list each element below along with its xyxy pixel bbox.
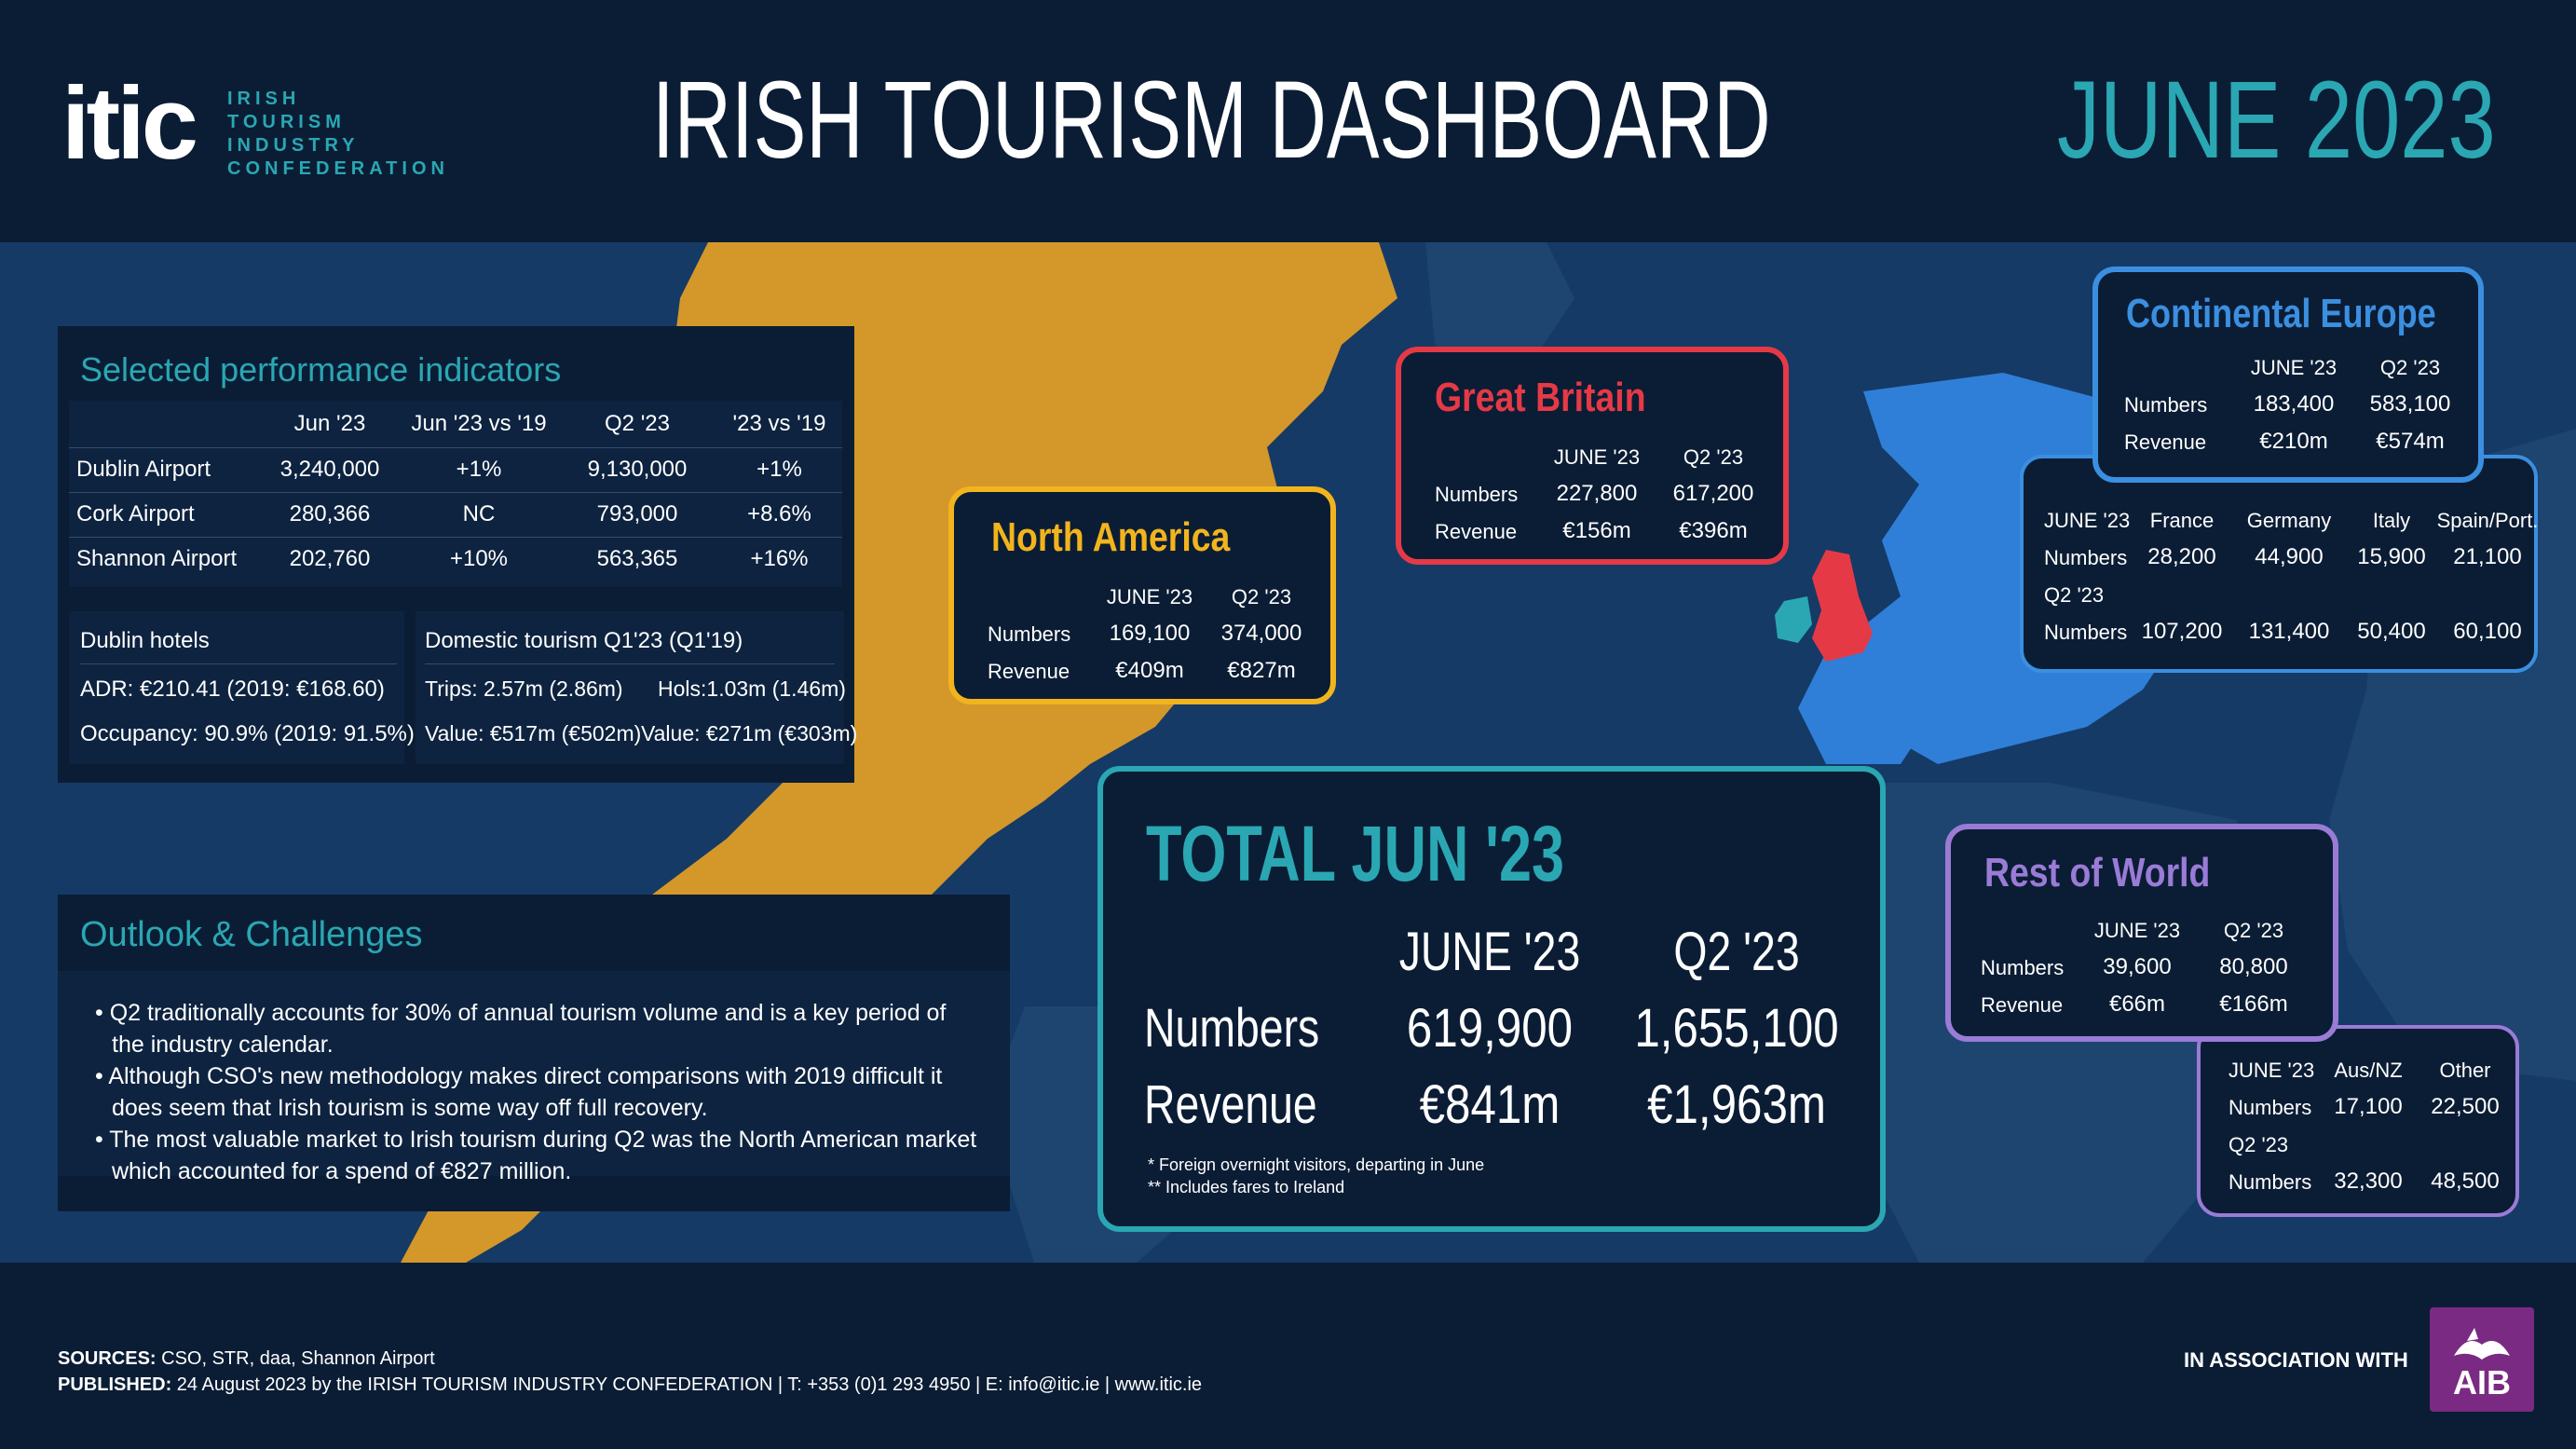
domestic-value-trips: Value: €517m (€502m): [425, 721, 642, 745]
total-col-q2: Q2 '23: [1673, 922, 1800, 982]
indicators-table: Jun '23 Jun '23 vs '19 Q2 '23 '23 vs '19…: [69, 401, 842, 581]
outlook-panel: Outlook & Challenges • Q2 traditionally …: [58, 895, 1010, 1211]
rest-of-world-breakdown: JUNE '23 Aus/NZ Other Numbers 17,100 22,…: [2197, 1025, 2519, 1217]
dublin-hotels-panel: Dublin hotels ADR: €210.41 (2019: €168.6…: [69, 611, 415, 764]
period-title: JUNE 2023: [2057, 59, 2496, 182]
itic-logo: itic: [61, 66, 198, 181]
outlook-list: • Q2 traditionally accounts for 30% of a…: [89, 997, 984, 1187]
domestic-tourism-panel: Domestic tourism Q1'23 (Q1'19) Trips: 2.…: [416, 611, 857, 764]
aib-ark-icon: [2454, 1328, 2510, 1360]
total-card: TOTAL JUN '23 JUNE '23 Q2 '23 Numbers 61…: [1097, 766, 1886, 1232]
great-britain-title: Great Britain: [1435, 375, 1646, 420]
ireland-landmass: [1775, 596, 1812, 643]
col-jun-vs-19: Jun '23 vs '19: [411, 410, 547, 436]
table-row: Shannon Airport 202,760 +10% 563,365 +16…: [76, 546, 809, 572]
total-numbers-jun: 619,900: [1406, 998, 1574, 1059]
continental-europe-title: Continental Europe: [2126, 291, 2436, 336]
total-note-2: ** Includes fares to Ireland: [1148, 1178, 1345, 1196]
page-title: IRISH TOURISM DASHBOARD: [652, 59, 1771, 182]
north-america-title: North America: [991, 514, 1231, 560]
list-item: • Q2 traditionally accounts for 30% of a…: [95, 1000, 947, 1058]
footer-published: PUBLISHED: 24 August 2023 by the IRISH T…: [58, 1374, 1203, 1395]
dublin-hotels-title: Dublin hotels: [80, 628, 397, 664]
adr-value: ADR: €210.41 (2019: €168.60): [80, 677, 385, 702]
domestic-title: Domestic tourism Q1'23 (Q1'19): [425, 628, 835, 664]
continental-europe-card: Continental Europe JUNE '23 Q2 '23 Numbe…: [2092, 267, 2484, 483]
iberia-landmass: [1798, 652, 1938, 764]
table-row: Dublin Airport 3,240,000 +1% 9,130,000 +…: [69, 447, 842, 492]
list-item: • Although CSO's new methodology makes d…: [95, 1063, 943, 1121]
domestic-value-hols: Value: €271m (€303m): [641, 721, 858, 745]
indicators-title: Selected performance indicators: [80, 350, 562, 389]
total-revenue-jun: €841m: [1419, 1074, 1561, 1135]
indicators-header-row: Jun '23 Jun '23 vs '19 Q2 '23 '23 vs '19: [69, 401, 842, 447]
total-numbers-label: Numbers: [1144, 998, 1320, 1059]
rest-of-world-title: Rest of World: [1984, 850, 2211, 895]
great-britain-landmass: [1812, 550, 1873, 662]
rest-of-world-card: Rest of World JUNE '23 Q2 '23 Numbers 39…: [1945, 824, 2338, 1042]
header-bar: itic IRISH TOURISM INDUSTRY CONFEDERATIO…: [0, 0, 2576, 242]
outlook-title: Outlook & Challenges: [80, 915, 423, 954]
table-row: Cork Airport 280,366 NC 793,000 +8.6%: [69, 492, 842, 537]
indicators-panel: Selected performance indicators Jun '23 …: [58, 326, 857, 783]
aib-text: AIB: [2453, 1363, 2511, 1401]
total-revenue-q2: €1,963m: [1647, 1074, 1826, 1135]
domestic-hols: Hols:1.03m (1.46m): [658, 677, 846, 701]
occupancy-value: Occupancy: 90.9% (2019: 91.5%): [80, 721, 415, 746]
footer-sources: SOURCES: CSO, STR, daa, Shannon Airport: [58, 1348, 435, 1369]
col-q2-vs-19: '23 vs '19: [732, 410, 826, 436]
total-numbers-q2: 1,655,100: [1634, 998, 1839, 1059]
indicators-table-bg: Jun '23 Jun '23 vs '19 Q2 '23 '23 vs '19…: [69, 401, 842, 587]
footer-bar: SOURCES: CSO, STR, daa, Shannon Airport …: [0, 1263, 2576, 1449]
col-q2: Q2 '23: [605, 410, 670, 436]
association-label: IN ASSOCIATION WITH: [2184, 1348, 2408, 1372]
total-title: TOTAL JUN '23: [1146, 810, 1565, 897]
domestic-trips: Trips: 2.57m (2.86m): [425, 677, 623, 701]
total-revenue-label: Revenue: [1144, 1074, 1317, 1135]
total-col-june: JUNE '23: [1398, 922, 1581, 982]
north-america-card: North America JUNE '23 Q2 '23 Numbers 16…: [948, 486, 1336, 704]
col-jun: Jun '23: [293, 410, 366, 436]
continental-europe-breakdown: JUNE '23 France Germany Italy Spain/Port…: [2020, 455, 2538, 673]
list-item: • The most valuable market to Irish tour…: [95, 1127, 977, 1184]
aib-logo: AIB: [2430, 1307, 2534, 1412]
great-britain-card: Great Britain JUNE '23 Q2 '23 Numbers 22…: [1396, 347, 1789, 565]
total-note-1: * Foreign overnight visitors, departing …: [1148, 1155, 1485, 1174]
logo-text: IRISH TOURISM INDUSTRY CONFEDERATION: [227, 89, 449, 179]
